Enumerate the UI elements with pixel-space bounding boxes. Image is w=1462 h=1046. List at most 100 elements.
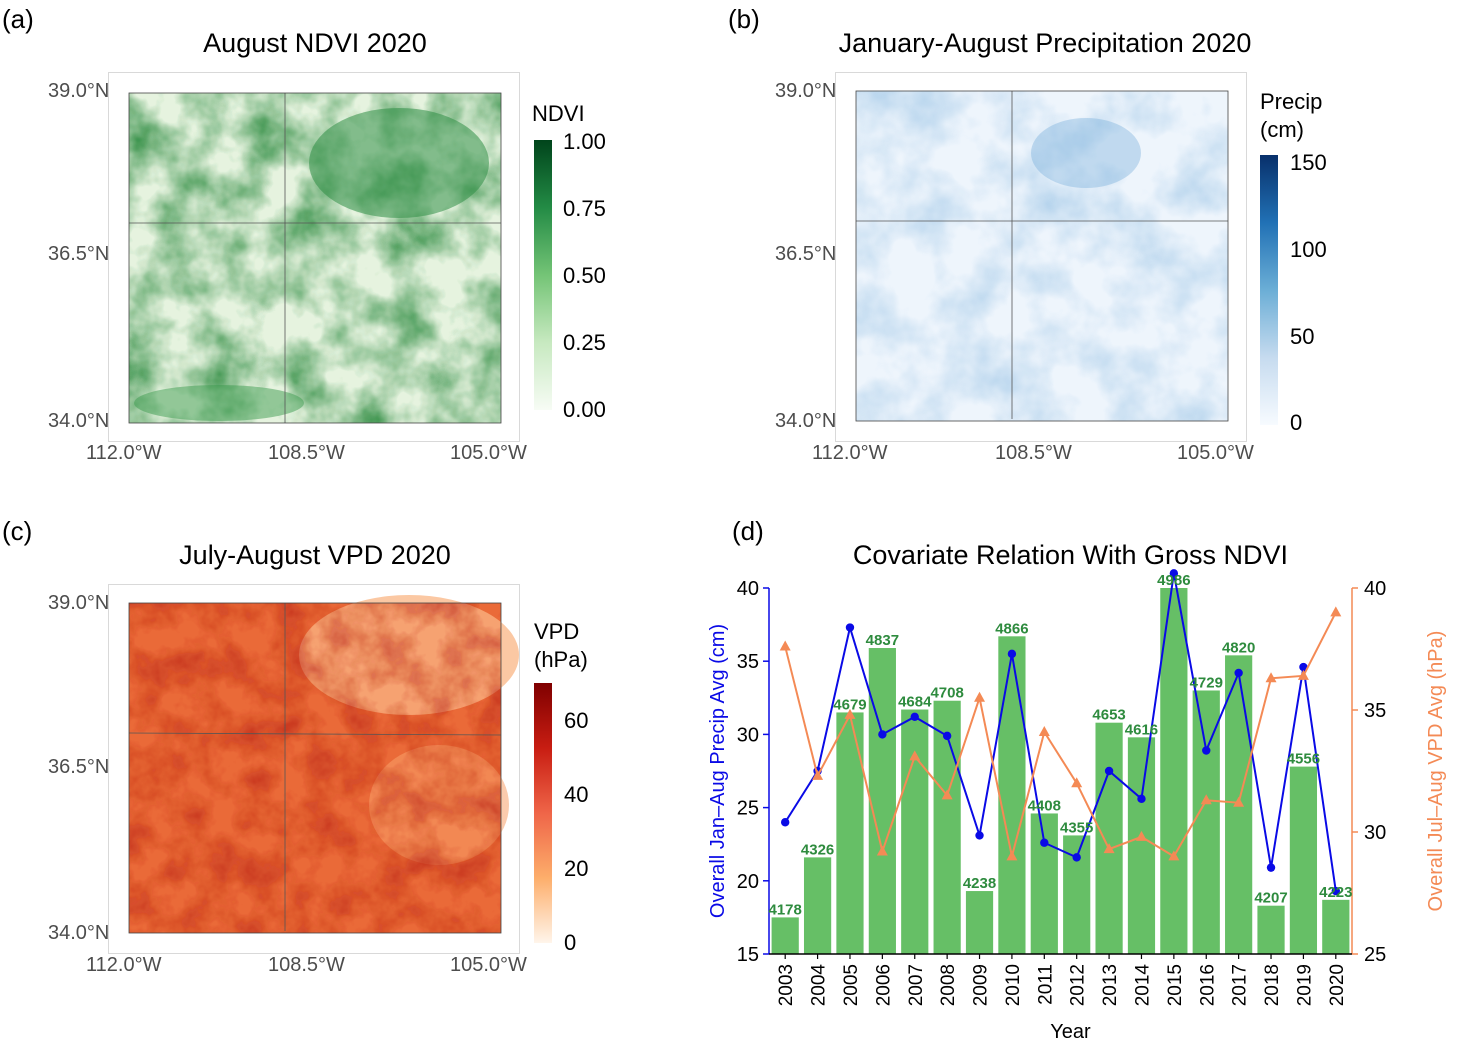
series-line-precip [784,573,1337,892]
point-vpd-2003 [779,640,791,651]
panel-c-title: July-August VPD 2020 [179,540,451,570]
bar-2010 [998,636,1026,954]
bar-value-label: 4837 [866,632,899,649]
ndvi-mogollon-rim-patch [134,385,304,421]
bar-value-label: 4408 [1028,797,1061,814]
right-y-axis-title: Overall Jul–Aug VPD Avg (hPa) [1425,631,1447,912]
bar-value-label: 4326 [801,841,834,858]
panel-b-legend-label: 150 [1290,150,1327,175]
right-y-tick-label: 30 [1364,822,1386,844]
bar-value-label: 4684 [898,694,932,711]
x-tick-label: 2004 [809,964,830,1007]
point-precip-2008 [942,731,952,741]
point-precip-2014 [1137,794,1146,804]
state-border-horizontal [128,732,502,736]
bar-value-label: 4616 [1125,721,1158,738]
point-vpd-2017 [1233,796,1245,807]
panel-c-legend-title-line1: VPD [534,619,580,644]
x-tick-label: 2003 [776,964,797,1006]
point-precip-2017 [1234,668,1243,678]
panel-d-letter: (d) [732,516,764,546]
point-vpd-2006 [876,845,888,856]
panel-b-map-frame [835,72,1247,442]
point-precip-2015 [1169,569,1179,578]
point-precip-2018 [1266,863,1276,872]
panel-b-lon-label: 112.0°W [812,442,888,464]
panel-c-legend-label: 20 [564,856,589,881]
left-y-tick-label: 40 [737,578,759,600]
point-precip-2013 [1104,766,1114,776]
point-vpd-2020 [1330,606,1342,617]
panel-a-lat-label: 39.0°N [48,80,110,102]
point-precip-2009 [975,831,984,840]
bar-value-label: 4679 [833,696,866,713]
point-vpd-2005 [844,708,856,719]
x-tick-label: 2019 [1294,964,1315,1006]
panel-b-colorbar [1260,155,1278,425]
panel-a-map [128,92,502,424]
x-tick-label: 2016 [1197,964,1218,1006]
panel-b-lon-label: 108.5°W [995,442,1072,464]
panel-b-lat-label: 36.5°N [775,243,837,265]
point-vpd-2009 [974,691,986,702]
panel-b-letter: (b) [728,4,760,34]
left-y-tick-label: 15 [737,944,759,966]
bar-value-label: 4556 [1287,751,1320,768]
x-tick-label: 2007 [906,964,927,1006]
panel-a-lon-label: 108.5°W [268,442,345,464]
left-y-tick-label: 20 [737,871,759,893]
panel-b-lon-label: 105.0°W [1177,442,1254,464]
point-vpd-2016 [1200,794,1212,805]
point-vpd-2019 [1297,669,1309,680]
precip-raster-texture [856,91,1228,421]
panel-c-map [128,595,519,934]
x-tick-label: 2008 [938,964,959,1006]
ndvi-rocky-mountains-patch [309,108,489,218]
panel-b-legend-title-line2: (cm) [1260,117,1304,142]
panel-c-lat-label: 34.0°N [48,922,110,944]
bar-value-label: 4207 [1254,890,1287,907]
panel-b-lat-label: 39.0°N [775,80,837,102]
x-tick-label: 2020 [1327,964,1348,1006]
study-area-outline [128,602,502,934]
x-tick-label: 2017 [1230,964,1251,1006]
panel-c-lat-label: 36.5°N [48,756,110,778]
left-y-tick-label: 30 [737,724,759,746]
point-precip-2010 [1007,649,1017,659]
panel-a-legend-label: 0.75 [563,196,606,221]
panel-d-chart: Covariate Relation With Gross NDVI 15 20 25… [707,540,1447,1043]
left-y-axis-title: Overall Jan–Aug Precip Avg (cm) [707,624,729,918]
panel-a-colorbar [534,140,552,410]
panel-c-legend-label: 40 [564,782,589,807]
panel-a-map-frame [108,72,520,442]
x-tick-label: 2006 [873,964,894,1006]
panel-a-lat-label: 34.0°N [48,410,110,432]
panel-b-lat-label: 34.0°N [775,410,837,432]
point-vpd-2015 [1168,850,1180,861]
bar-2011 [1030,813,1058,954]
bar-2016 [1192,690,1220,954]
chart-title: Covariate Relation With Gross NDVI [853,540,1288,570]
bar-value-label: 4653 [1092,707,1125,724]
point-precip-2012 [1072,853,1081,862]
right-y-tick-label: 40 [1364,578,1386,600]
bar-value-label: 4355 [1060,819,1093,836]
bar-2006 [868,648,896,954]
point-vpd-2010 [1006,850,1018,861]
series-line-vpd [784,611,1337,858]
bar-2008 [933,700,961,954]
bar-value-label: 4708 [930,685,963,702]
panel-a-title: August NDVI 2020 [203,28,427,58]
point-precip-2020 [1331,886,1341,896]
panel-c-colorbar [534,683,552,943]
bar-value-label: 4729 [1190,674,1223,691]
panel-a-legend-label: 0.00 [563,397,606,422]
point-precip-2019 [1299,662,1308,672]
point-vpd-2018 [1265,672,1277,683]
point-vpd-2008 [941,789,953,800]
panel-a-legend-label: 1.00 [563,129,606,154]
panel-b-legend-label: 0 [1290,410,1303,435]
right-y-tick-label: 25 [1364,944,1386,966]
bar-2009 [965,891,994,954]
point-vpd-2012 [1071,777,1083,788]
